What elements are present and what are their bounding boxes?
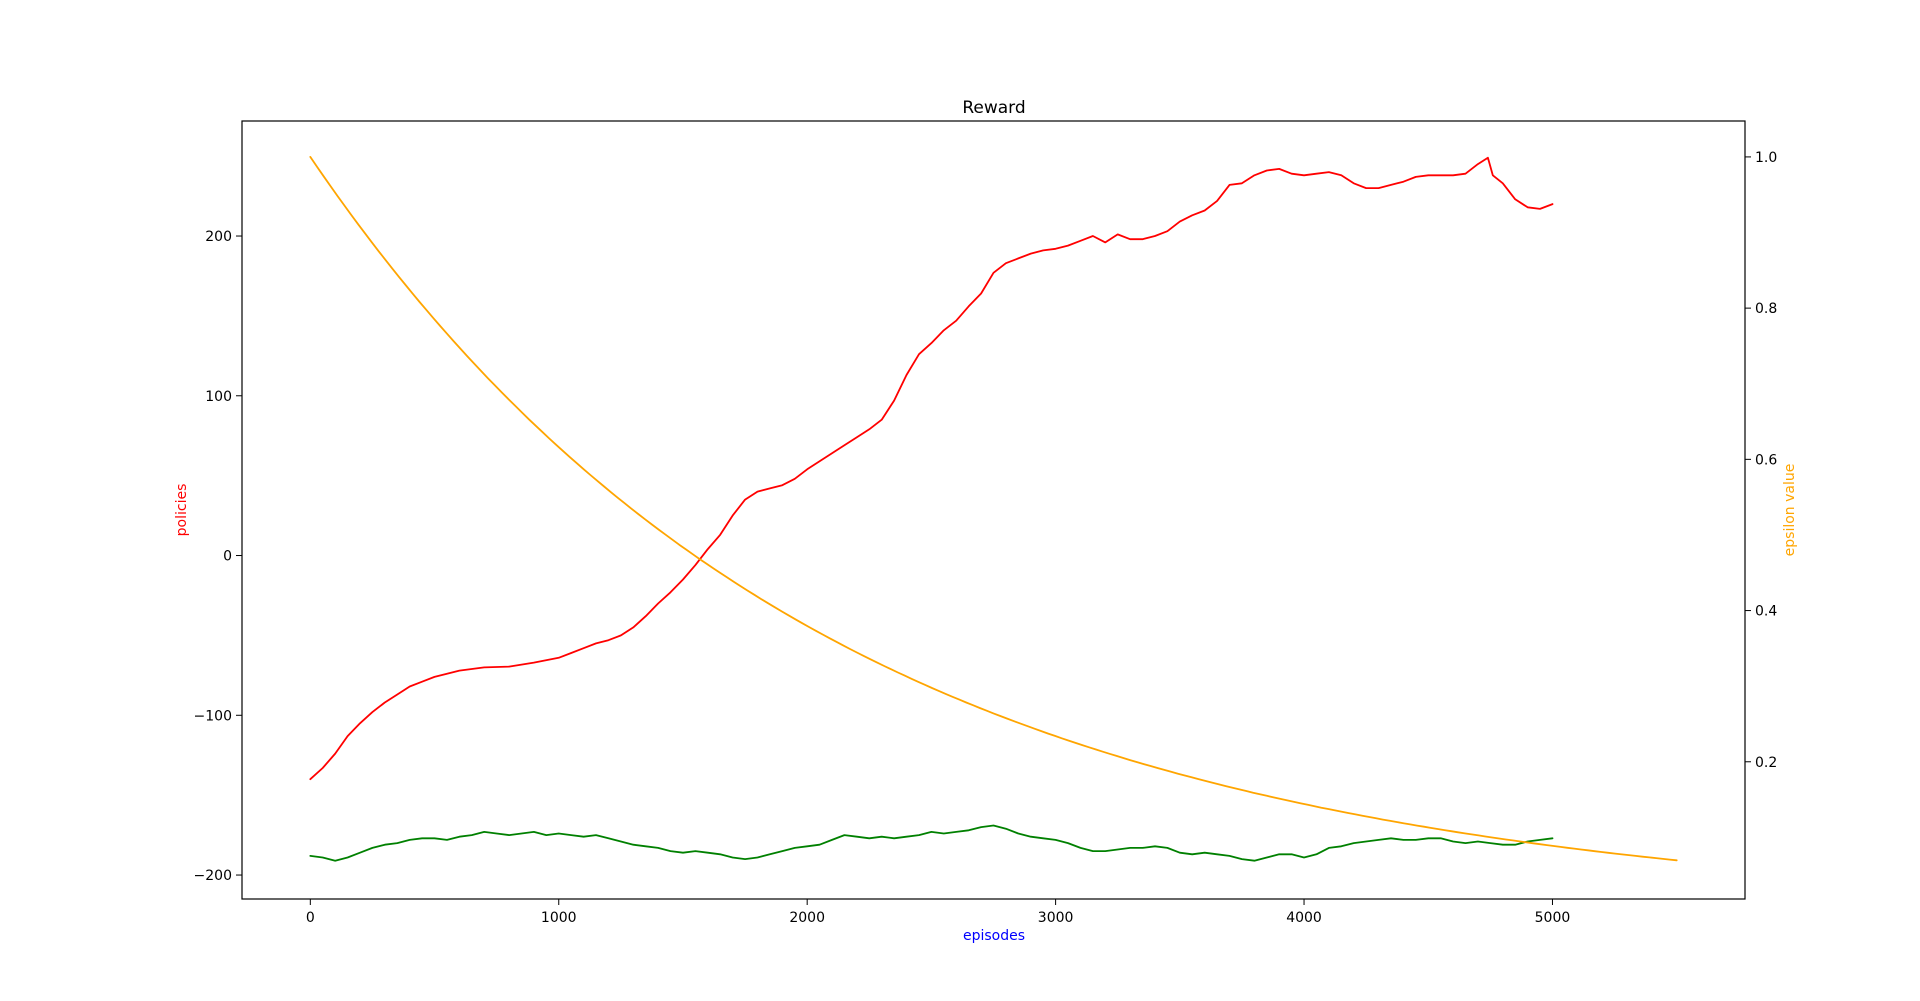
orange-epsilon-line [309,156,1678,862]
x-axis-label: episodes [963,928,1025,944]
y-right-axis-ticks: 0.2 0.4 0.6 0.8 1.0 [1745,150,1777,771]
x-tick-label: 0 [306,910,315,926]
x-tick-label: 1000 [541,910,577,926]
x-tick-label: 3000 [1038,910,1074,926]
y-left-tick-label: 200 [205,229,232,245]
y-left-tick-label: −200 [194,868,232,884]
x-tick-label: 5000 [1535,910,1571,926]
y-left-tick-label: 100 [205,389,232,405]
chart-title: Reward [962,98,1025,118]
plot-frame [241,120,1746,900]
y-right-tick-label: 0.8 [1755,301,1777,317]
y-left-axis-label: policies [174,484,190,537]
y-left-tick-label: −100 [194,708,232,724]
y-right-tick-label: 1.0 [1755,150,1777,166]
y-left-tick-label: 0 [223,549,232,565]
green-series-line [309,824,1554,862]
y-right-tick-label: 0.6 [1755,452,1777,468]
y-right-axis-label: epsilon value [1782,464,1798,557]
y-right-tick-label: 0.4 [1755,604,1777,620]
x-axis-ticks: 0 1000 2000 3000 4000 5000 [306,899,1570,926]
y-right-tick-label: 0.2 [1755,755,1777,771]
x-tick-label: 2000 [789,910,825,926]
x-tick-label: 4000 [1286,910,1322,926]
red-series-line [309,156,1554,781]
y-left-axis-ticks: −200 −100 0 100 200 [194,229,242,884]
series-group [309,156,1678,862]
